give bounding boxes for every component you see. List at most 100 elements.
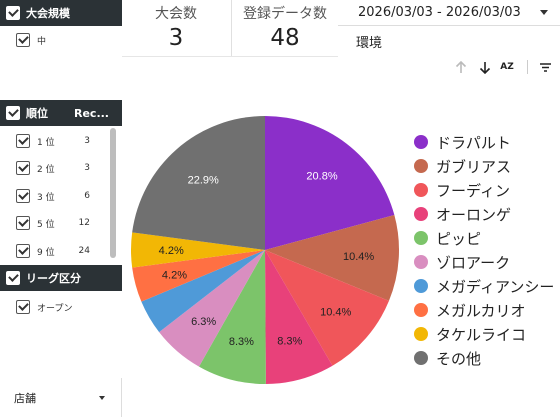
pie-slice[interactable]: [132, 116, 265, 250]
checkbox[interactable]: [16, 134, 30, 148]
legend-label: ピッピ: [436, 229, 482, 248]
filter-item-count: 6: [84, 191, 90, 201]
stat-value: 3: [168, 25, 184, 51]
filter-menu-icon[interactable]: [537, 59, 553, 75]
slice-label: 4.2%: [159, 245, 184, 257]
filter-item-label: オープン: [37, 303, 73, 314]
legend-item[interactable]: オーロンゲ: [414, 203, 511, 225]
legend-swatch: [414, 207, 428, 221]
pie-slice[interactable]: [265, 116, 395, 250]
filter-item-label: 1 位: [37, 137, 55, 148]
pie-slice[interactable]: [132, 250, 265, 302]
sort-alpha-icon[interactable]: AZ: [500, 62, 514, 72]
filter-item-open[interactable]: オープン: [0, 296, 108, 318]
filter-header-tournament-size[interactable]: 大会規模: [0, 0, 122, 26]
stat-card-records: 登録データ数 48: [232, 0, 338, 56]
filter-item-rank[interactable]: 3 位 6: [0, 185, 108, 207]
legend-label: ゾロアーク: [436, 253, 511, 272]
legend-swatch: [414, 255, 428, 269]
legend-swatch: [414, 135, 428, 149]
date-range-text: 2026/03/03 - 2026/03/03: [358, 5, 521, 20]
sort-ascending-icon[interactable]: [453, 59, 469, 75]
pie-slice[interactable]: [131, 232, 265, 268]
filter-item-rank[interactable]: 9 位 24: [0, 240, 108, 262]
select-all-checkbox[interactable]: [6, 106, 20, 120]
filter-item-label: 3 位: [37, 192, 55, 203]
pie-slice[interactable]: [265, 215, 400, 301]
filter-header-league[interactable]: リーグ区分: [0, 265, 122, 291]
slice-label: 10.4%: [320, 307, 351, 319]
legend-swatch: [414, 327, 428, 341]
checkbox[interactable]: [16, 300, 30, 314]
stat-label: 大会数: [155, 6, 197, 22]
pie-slice[interactable]: [159, 250, 265, 367]
filter-scrollbar[interactable]: [110, 128, 116, 258]
filter-item-label: 9 位: [37, 247, 55, 258]
divider: [231, 0, 232, 56]
stat-value: 48: [270, 25, 300, 51]
sort-descending-icon[interactable]: [477, 59, 493, 75]
checkbox[interactable]: [16, 33, 30, 47]
legend-item[interactable]: ピッピ: [414, 227, 481, 249]
legend-label: タケルライコ: [436, 325, 527, 344]
filter-item-rank[interactable]: 5 位 12: [0, 212, 108, 234]
date-range-picker[interactable]: 2026/03/03 - 2026/03/03: [338, 0, 560, 26]
slice-label: 10.4%: [343, 251, 374, 263]
store-dropdown[interactable]: 店舗: [0, 378, 122, 417]
pie-slice[interactable]: [265, 250, 389, 366]
checkbox[interactable]: [16, 161, 30, 175]
column-header-records[interactable]: Rec...: [74, 106, 109, 120]
filter-item-rank[interactable]: 2 位 3: [0, 157, 108, 179]
legend-label: フーディン: [436, 181, 510, 200]
legend-item[interactable]: フーディン: [414, 179, 510, 201]
legend-item[interactable]: タケルライコ: [414, 323, 526, 345]
legend-swatch: [414, 279, 428, 293]
environment-label: 環境: [356, 36, 383, 51]
legend-label: その他: [436, 349, 482, 368]
filter-header-rank[interactable]: 順位 Rec...: [0, 100, 122, 126]
pie-slice[interactable]: [265, 250, 333, 384]
legend-item[interactable]: ドラパルト: [414, 131, 511, 153]
legend-swatch: [414, 351, 428, 365]
slice-label: 4.2%: [162, 269, 187, 281]
filter-title: 順位: [26, 107, 48, 120]
pie-slice[interactable]: [141, 250, 265, 333]
checkbox[interactable]: [16, 244, 30, 258]
chevron-down-icon: [99, 396, 105, 400]
slice-label: 8.3%: [229, 336, 254, 348]
filter-title: リーグ区分: [26, 272, 81, 285]
legend-swatch: [414, 183, 428, 197]
filter-title: 大会規模: [26, 7, 70, 20]
divider: [122, 56, 338, 57]
checkbox[interactable]: [16, 189, 30, 203]
legend-label: メガルカリオ: [436, 301, 526, 320]
legend-item[interactable]: ゾロアーク: [414, 251, 510, 273]
legend-label: オーロンゲ: [436, 205, 512, 224]
select-all-checkbox[interactable]: [6, 271, 20, 285]
stat-label: 登録データ数: [243, 6, 327, 22]
filter-item-label: 5 位: [37, 219, 55, 230]
checkbox[interactable]: [16, 216, 30, 230]
chevron-down-icon: [540, 10, 548, 15]
select-all-checkbox[interactable]: [6, 6, 20, 20]
legend-label: メガディアンシー: [436, 277, 555, 296]
filter-item-medium[interactable]: 中: [0, 29, 108, 51]
filter-item-label: 中: [37, 36, 47, 47]
legend-label: ガブリアス: [436, 157, 512, 176]
store-label: 店舗: [14, 391, 36, 405]
legend-item[interactable]: メガルカリオ: [414, 299, 526, 321]
pie-slice[interactable]: [198, 250, 266, 384]
legend-item[interactable]: ガブリアス: [414, 155, 511, 177]
stat-card-tournaments: 大会数 3: [122, 0, 230, 56]
legend-swatch: [414, 303, 428, 317]
slice-label: 20.8%: [306, 171, 337, 183]
legend-swatch: [414, 231, 428, 245]
legend-item[interactable]: メガディアンシー: [414, 275, 554, 297]
filter-item-count: 24: [78, 246, 90, 256]
legend-swatch: [414, 159, 428, 173]
divider: [527, 60, 528, 74]
filter-item-rank[interactable]: 1 位 3: [0, 130, 108, 152]
legend-item[interactable]: その他: [414, 347, 481, 369]
